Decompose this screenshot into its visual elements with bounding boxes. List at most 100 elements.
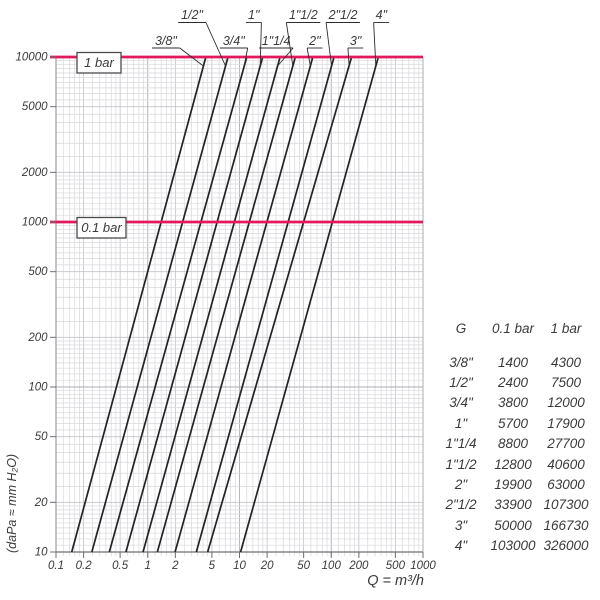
curve-label-4in: 4"	[376, 8, 388, 22]
x-axis-title: Q = m³/h	[367, 573, 424, 589]
table-cell-size: 2"1/2	[445, 497, 477, 513]
x-tick-label: 20	[260, 560, 274, 572]
curve-3in	[206, 56, 353, 553]
reference-label-box	[76, 51, 122, 74]
table-cell-size: 3/8"	[449, 354, 473, 370]
y-tick-label: 500	[28, 266, 48, 278]
x-tick-label: 1	[145, 560, 151, 572]
table-cell-size: 1/2"	[449, 375, 473, 391]
table-row: 1" 5700 17900	[436, 413, 592, 433]
reference-lines: 1 bar 0.1 bar	[50, 51, 423, 239]
table-cell-1bar: 326000	[543, 538, 589, 554]
table-cell-0-1bar: 5700	[497, 415, 529, 431]
table-cell-size: 2"	[454, 477, 468, 493]
table-body: 3/8" 1400 4300 1/2" 2400 7500 3/4" 3800 12000 1" 5…	[436, 352, 592, 556]
table-cell-0-1bar: 3800	[497, 395, 529, 411]
table-row: 2"1/2 33900 107300	[436, 495, 592, 515]
table-cell-0-1bar: 8800	[497, 436, 529, 452]
x-tick-label: 0.2	[76, 560, 93, 572]
table-row: 3" 50000 166730	[436, 515, 592, 535]
table-header-1bar: 1 bar	[550, 320, 582, 336]
table-cell-size: 3"	[454, 517, 468, 533]
pipe-size-curves	[70, 56, 380, 553]
x-tick-label: 2	[171, 560, 179, 572]
curve-label-1in1-4: 1"1/4	[262, 34, 291, 48]
y-tick-label: 5000	[22, 101, 48, 113]
curve-2in1-2	[195, 56, 335, 553]
table-cell-1bar: 12000	[547, 395, 585, 411]
x-tick-label: 200	[348, 560, 369, 572]
y-tick-label: 10	[35, 547, 48, 559]
curve-3-8in	[70, 56, 207, 553]
curve-label-3in: 3"	[350, 34, 362, 48]
curve-label-1in: 1"	[248, 8, 260, 22]
table-cell-size: 1"1/4	[445, 436, 477, 452]
reference-label-text: 1 bar	[84, 55, 114, 70]
curve-label-3-8in: 3/8"	[155, 34, 177, 48]
table-cell-size: 3/4"	[449, 395, 473, 411]
curve-label-2in1-2: 2"1/2	[328, 8, 358, 22]
curve-1in1-4	[142, 56, 281, 553]
curve-label-leader	[347, 47, 350, 67]
table-row: 1"1/2 12800 40600	[436, 454, 592, 474]
table-row: 1/2" 2400 7500	[436, 372, 592, 392]
reference-label-text: 0.1 bar	[81, 220, 122, 235]
curve-1in	[125, 56, 264, 553]
table-cell-size: 4"	[454, 538, 468, 554]
x-tick-label: 0.1	[48, 560, 64, 572]
curve-label-leader	[285, 22, 294, 67]
table-cell-1bar: 4300	[550, 354, 582, 370]
x-tick-label: 1000	[410, 560, 436, 572]
y-tick-label: 10000	[16, 52, 49, 64]
table-cell-0-1bar: 33900	[494, 497, 532, 513]
table-cell-0-1bar: 12800	[494, 456, 532, 472]
table-row: 3/8" 1400 4300	[436, 352, 592, 372]
curve-label-leader	[325, 22, 333, 67]
x-tick-label: 5	[209, 560, 216, 572]
table-header-size: G	[455, 320, 467, 336]
table-row: 2" 19900 63000	[436, 474, 592, 494]
curve-1in1-2	[156, 56, 297, 553]
curve-label-leader	[306, 47, 311, 67]
flow-rate-table: G 0.1 bar 1 bar 3/8" 1400 4300 1/2" 2400 7500…	[436, 317, 592, 556]
y-tick-label: 1000	[22, 217, 48, 229]
y-tick-label: 200	[27, 332, 48, 344]
curve-label-1in1-2: 1"1/2	[289, 8, 318, 22]
curve-label-leader	[243, 47, 249, 67]
table-cell-1bar: 63000	[547, 477, 585, 493]
x-tick-label: 50	[297, 560, 310, 572]
table-row: 3/4" 3800 12000	[436, 393, 592, 413]
curve-label-3-4in: 3/4"	[223, 34, 245, 48]
table-cell-1bar: 7500	[550, 375, 582, 391]
x-tick-label: 0.5	[112, 560, 129, 572]
curve-label-leader	[205, 22, 226, 67]
curve-1-2in	[91, 56, 229, 553]
curve-label-2in: 2"	[308, 34, 321, 48]
table-cell-size: 1"1/2	[445, 456, 477, 472]
table-cell-0-1bar: 19900	[494, 477, 532, 493]
table-cell-0-1bar: 2400	[497, 375, 529, 391]
table-header-row: G 0.1 bar 1 bar	[436, 317, 592, 339]
x-tick-label: 10	[233, 560, 246, 572]
curve-4in	[239, 56, 380, 553]
y-tick-label: 50	[35, 431, 48, 443]
curve-label-leader	[179, 47, 204, 67]
curve-2in	[174, 56, 314, 553]
y-tick-label: 100	[28, 382, 48, 394]
x-tick-label: 500	[386, 560, 406, 572]
curve-label-1-2in: 1/2"	[181, 8, 203, 22]
table-header-0-1bar: 0.1 bar	[491, 320, 535, 336]
x-tick-label: 100	[322, 560, 342, 572]
table-cell-1bar: 166730	[543, 517, 589, 533]
table-cell-0-1bar: 50000	[494, 517, 532, 533]
table-cell-1bar: 40600	[547, 456, 585, 472]
tick-labels: 0.1 0.2 0.5 1 2 5 10 20 50 100 200 500 1000 10 20 50 100…	[16, 52, 437, 573]
table-cell-1bar: 17900	[547, 415, 585, 431]
curve-labels: 3/8" 1/2" 3/4"1"1"1/4 1"1/2 2" 2"1/2 3" 4"	[151, 8, 390, 67]
table-row: 1"1/4 8800 27700	[436, 434, 592, 454]
table-row: 4" 103000 326000	[436, 536, 592, 556]
reference-label-box	[76, 216, 127, 239]
y-tick-label: 20	[34, 497, 48, 509]
